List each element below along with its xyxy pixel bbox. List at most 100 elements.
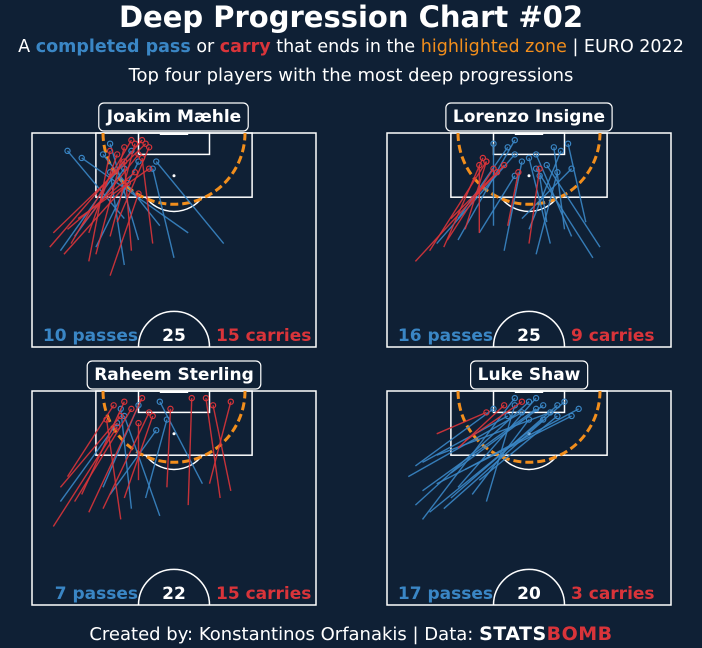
pass-end-marker — [525, 398, 533, 405]
carries-label: 15 carries — [216, 326, 311, 346]
carry-end-marker — [138, 394, 146, 402]
carry-line — [414, 164, 505, 262]
pass-line — [535, 172, 559, 255]
pass-line — [123, 415, 161, 517]
penalty-spot — [172, 432, 176, 436]
carry-line — [464, 401, 523, 442]
total-count: 25 — [162, 326, 186, 346]
player-name-box — [470, 360, 589, 390]
pass-end-marker — [117, 405, 124, 413]
carry-line — [109, 143, 136, 237]
pass-line — [109, 143, 140, 241]
six-yard-box — [137, 132, 211, 156]
pass-end-marker — [532, 151, 540, 158]
pass-end-marker — [149, 165, 156, 172]
highlighted-zone — [456, 132, 602, 206]
passes-label: 10 passes — [43, 326, 138, 346]
passes-label: 17 passes — [398, 584, 493, 604]
carry-end-marker — [135, 419, 142, 427]
carry-end-marker — [479, 154, 487, 162]
chart-subtitle-2: Top four players with the most deep prog… — [128, 65, 574, 86]
player-name-box — [98, 102, 249, 132]
pass-end-marker — [511, 136, 519, 144]
carry-line — [88, 150, 111, 262]
carry-end-marker — [121, 158, 128, 165]
logo-text-bomb: BOMB — [546, 623, 613, 645]
total-count: 22 — [162, 584, 186, 604]
pass-line — [478, 175, 516, 234]
pass-end-marker — [554, 412, 561, 420]
carry-line — [528, 168, 541, 244]
carry-end-marker — [493, 169, 501, 176]
six-yard-box — [137, 390, 211, 414]
carries-label: 3 carries — [571, 584, 655, 604]
pass-line — [528, 157, 551, 244]
carry-end-marker — [142, 140, 149, 147]
carry-end-marker — [135, 151, 142, 158]
carry-end-marker — [113, 151, 121, 158]
carry-end-marker — [518, 398, 526, 405]
carry-line — [436, 411, 487, 435]
pass-end-marker — [511, 151, 519, 158]
carry-line — [212, 405, 232, 492]
pass-end-marker — [490, 140, 497, 147]
carry-end-marker — [124, 179, 132, 187]
carry-line — [95, 147, 125, 255]
player-name-box — [86, 360, 262, 390]
pass-line — [120, 408, 133, 509]
carry-line — [81, 401, 125, 495]
pass-line — [429, 418, 544, 513]
carry-line — [446, 168, 495, 241]
footer-credit: Created by: Konstantinos Orfanakis | Dat… — [89, 624, 480, 645]
pass-end-marker — [99, 151, 107, 158]
pass-end-marker — [550, 144, 558, 151]
pass-end-marker — [564, 140, 572, 147]
carry-line — [63, 182, 129, 255]
chart-title: Deep Progression Chart #02 — [118, 0, 583, 34]
carry-line — [77, 168, 150, 220]
subtitle-part-0: A — [18, 37, 36, 57]
passes-label: 16 passes — [398, 326, 493, 346]
total-count: 25 — [517, 326, 541, 346]
pass-end-marker — [106, 140, 114, 147]
carry-end-marker — [483, 409, 490, 416]
carry-line — [507, 172, 520, 226]
centre-circle — [137, 310, 211, 348]
pass-line — [503, 161, 523, 251]
logo-text-stats: STATS — [479, 623, 547, 645]
highlighted-zone — [456, 390, 602, 464]
carries-label: 15 carries — [216, 584, 311, 604]
pass-line — [422, 408, 537, 492]
player-name: Raheem Sterling — [94, 365, 254, 385]
passes-label: 7 passes — [55, 584, 138, 604]
pass-end-marker — [135, 402, 142, 409]
carry-line — [123, 161, 133, 251]
pass-end-marker — [490, 405, 497, 413]
carry-line — [66, 404, 115, 477]
carry-end-marker — [131, 140, 139, 147]
centre-circle — [492, 310, 566, 348]
carry-line — [74, 408, 132, 502]
carry-line — [88, 154, 118, 234]
carry-end-marker — [121, 398, 128, 405]
centre-circle — [492, 568, 566, 606]
pass-end-marker — [540, 402, 547, 409]
pass-end-marker — [153, 427, 160, 434]
statsbomb-logo: STATSBOMB — [479, 623, 613, 645]
carry-end-marker — [536, 165, 543, 172]
carry-end-marker — [490, 165, 497, 172]
penalty-arc — [144, 454, 204, 471]
carry-end-marker — [110, 402, 117, 409]
pass-end-marker — [532, 165, 540, 172]
pass-line — [443, 401, 565, 510]
carry-end-marker — [131, 169, 139, 176]
pass-line — [436, 153, 516, 245]
carry-line — [88, 397, 143, 513]
penalty-arc — [499, 454, 559, 471]
subtitle-part-1: completed pass — [35, 37, 191, 57]
pass-line — [81, 157, 189, 234]
pass-line — [535, 168, 594, 259]
carry-line — [464, 161, 488, 230]
pass-line — [436, 415, 572, 485]
carry-line — [166, 408, 172, 488]
